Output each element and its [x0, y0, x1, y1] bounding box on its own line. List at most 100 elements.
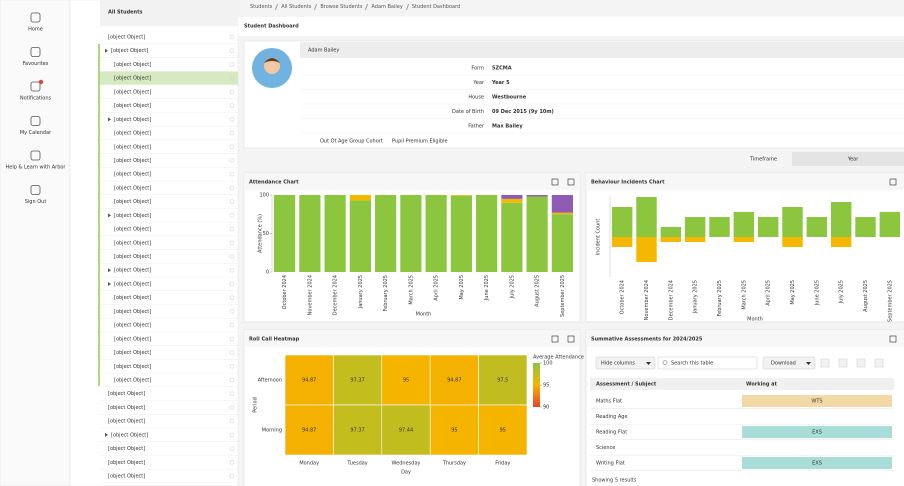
column-header[interactable]: Assessment / Subject	[596, 382, 657, 388]
hide-columns[interactable]: Hide columns	[601, 361, 635, 367]
sidebar-item[interactable]: [object Object]	[114, 350, 151, 356]
bar-segment	[830, 202, 852, 237]
bar-segment	[274, 195, 296, 272]
table-header	[590, 378, 894, 390]
sidebar-item[interactable]: [object Object]	[114, 199, 151, 205]
sidebar-item[interactable]: [object Object]	[108, 391, 145, 397]
search-input[interactable]: Search this table	[671, 361, 713, 367]
button	[595, 356, 656, 370]
sidebar-item[interactable]: [object Object]	[108, 460, 145, 466]
sidebar-item[interactable]: [object Object]	[108, 446, 145, 452]
sidebar-item[interactable]: [object Object]	[114, 254, 151, 260]
cell-label: 94.87	[447, 378, 461, 384]
bar-segment	[782, 237, 803, 247]
x-tick-label: January 2025	[693, 280, 699, 314]
panel-icon	[889, 178, 897, 186]
sidebar-item[interactable]: [object Object]	[114, 185, 151, 191]
sidebar-item[interactable]: [object Object]	[108, 419, 145, 425]
bar-segment	[709, 217, 730, 237]
sidebar-item[interactable]: [object Object]	[114, 336, 151, 342]
sidebar-header-bg	[100, 0, 238, 26]
x-tick-label: November 2024	[307, 275, 313, 315]
bar-segment	[636, 197, 657, 237]
crumb[interactable]: Students	[250, 4, 273, 10]
sidebar-item[interactable]: [object Object]	[108, 474, 145, 480]
sidebar-item[interactable]: [object Object]	[111, 432, 148, 438]
nav-bg	[0, 0, 71, 486]
panel-header	[586, 330, 904, 347]
sidebar-item[interactable]: [object Object]	[114, 213, 151, 219]
bar-segment	[551, 212, 573, 215]
nav-label[interactable]: Notifications	[20, 96, 52, 102]
x-axis-label: Month	[416, 312, 432, 318]
nav-icon	[30, 150, 41, 161]
bar-segment	[782, 207, 803, 237]
heat-cell	[333, 404, 383, 456]
sidebar-item[interactable]: [object Object]	[114, 309, 151, 315]
crumb[interactable]: Adam Bailey	[371, 4, 403, 10]
sidebar-item[interactable]: [object Object]	[114, 295, 151, 301]
timeframe-toggle	[792, 152, 904, 166]
nav-label[interactable]: Favourites	[23, 61, 49, 67]
bar-segment	[400, 195, 422, 272]
sidebar-item[interactable]: [object Object]	[114, 281, 151, 287]
column-header[interactable]: Working at	[746, 382, 778, 388]
timeframe-value[interactable]: Year	[847, 157, 860, 163]
caret	[806, 362, 811, 365]
sidebar-item[interactable]: [object Object]	[114, 268, 151, 274]
field-label: House	[468, 95, 484, 101]
download[interactable]: Download	[771, 361, 796, 367]
nav-label[interactable]: Help & Learn with Arbor	[5, 165, 66, 171]
separator	[365, 4, 369, 10]
item-icon	[229, 185, 235, 191]
sidebar-item[interactable]: [object Object]	[114, 89, 151, 95]
nav-label[interactable]: Sign Out	[25, 199, 47, 205]
expand-arrow	[108, 213, 111, 218]
colorbar-tick-label: 90	[543, 405, 549, 411]
bar-segment	[450, 195, 472, 196]
avatar-hair	[264, 58, 280, 63]
sidebar-item[interactable]: [object Object]	[114, 144, 151, 150]
sidebar-item[interactable]: [object Object]	[108, 35, 145, 41]
nav-label[interactable]: My Calendar	[20, 130, 52, 136]
colorbar-tick-label: 95	[543, 383, 549, 389]
panel-header	[586, 173, 904, 190]
sidebar-item[interactable]: [object Object]	[114, 240, 151, 246]
item-icon	[229, 309, 235, 314]
sidebar-item[interactable]: [object Object]	[114, 62, 151, 68]
item-icon	[229, 75, 235, 81]
bar-segment	[684, 237, 706, 242]
x-tick-label: December 2024	[668, 280, 674, 320]
item-icon	[229, 144, 235, 150]
y-axis-label: Incident Count	[596, 219, 602, 256]
sidebar-item[interactable]: [object Object]	[114, 158, 151, 164]
sidebar-item[interactable]: [object Object]	[114, 227, 151, 233]
sidebar-item[interactable]: [object Object]	[111, 48, 148, 54]
bar-segment	[551, 195, 573, 213]
sidebar-item[interactable]: [object Object]	[114, 103, 151, 109]
field-value: 5ZCMA	[492, 66, 512, 72]
active-item	[100, 71, 238, 85]
sidebar-item[interactable]: [object Object]	[114, 117, 151, 123]
sidebar-item[interactable]: [object Object]	[114, 76, 151, 82]
sidebar-item[interactable]: [object Object]	[114, 364, 151, 370]
crumb[interactable]: Browse Students	[320, 4, 363, 10]
bar-segment	[879, 212, 901, 237]
profile-tag: Out Of Age Group Cohort	[320, 139, 383, 145]
cell-label: 97.37	[350, 428, 364, 434]
timeframe-label: Timeframe	[749, 157, 777, 163]
nav-label[interactable]: Home	[28, 27, 43, 33]
field-label: Form	[471, 66, 484, 72]
bar-segment	[526, 196, 548, 272]
sidebar-item[interactable]: [object Object]	[114, 172, 151, 178]
item-icon	[229, 199, 235, 204]
y-tick-label: 50	[263, 231, 269, 237]
crumb[interactable]: All Students	[281, 4, 312, 10]
y-axis-label: Period	[253, 397, 259, 413]
sidebar-item[interactable]: [object Object]	[114, 323, 151, 329]
name-bar	[300, 42, 904, 58]
sidebar-item[interactable]: [object Object]	[114, 131, 151, 137]
x-tick-label: June 2025	[484, 275, 490, 301]
sidebar-item[interactable]: [object Object]	[114, 378, 151, 384]
sidebar-item[interactable]: [object Object]	[108, 405, 145, 411]
